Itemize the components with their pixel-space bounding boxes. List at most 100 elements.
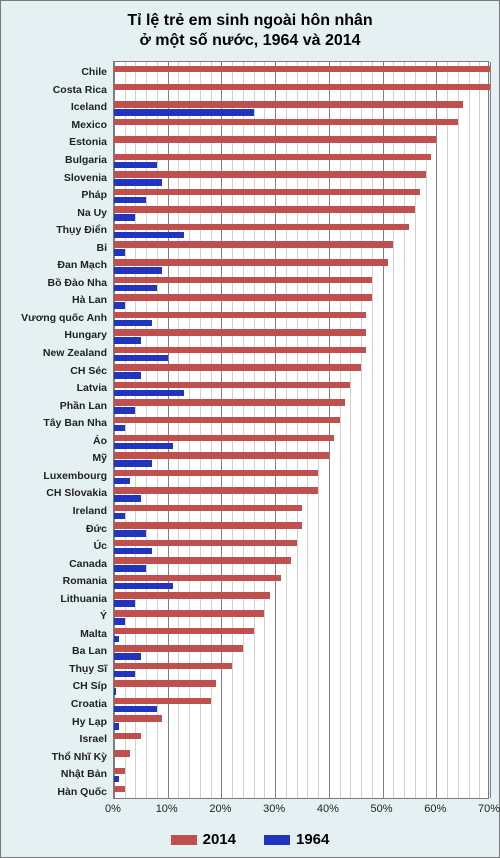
bar-v1964 [114,302,125,309]
ytick-label: Úc [1,540,107,552]
gridline-major [436,62,437,798]
bar-v2014 [114,733,141,740]
bar-v2014 [114,417,340,424]
legend-item: 2014 [171,831,236,848]
ytick-label: Thụy Điển [1,224,107,236]
gridline-minor [469,62,470,798]
bar-v1964 [114,109,254,116]
legend-item: 1964 [264,831,329,848]
bar-v2014 [114,224,409,231]
bar-v2014 [114,364,361,371]
ytick-label: Ba Lan [1,645,107,657]
bar-v1964 [114,425,125,432]
bar-v1964 [114,530,146,537]
bar-v1964 [114,267,162,274]
bar-v1964 [114,162,157,169]
legend-label: 2014 [203,831,236,848]
bar-v2014 [114,487,318,494]
bar-v1964 [114,372,141,379]
ytick-label: Vương quốc Anh [1,312,107,324]
bar-v1964 [114,214,135,221]
ytick-label: Bỉ [1,242,107,254]
bar-v1964 [114,653,141,660]
bar-v2014 [114,522,302,529]
bar-v2014 [114,277,372,284]
bar-v2014 [114,171,426,178]
bar-v2014 [114,557,291,564]
bar-v2014 [114,592,270,599]
bar-v1964 [114,495,141,502]
bar-v1964 [114,179,162,186]
xtick-label: 60% [424,803,446,815]
bar-v2014 [114,294,372,301]
bar-v1964 [114,565,146,572]
ytick-label: Hà Lan [1,294,107,306]
bar-v1964 [114,197,146,204]
ytick-label: CH Síp [1,680,107,692]
bar-v1964 [114,337,141,344]
ytick-label: Pháp [1,189,107,201]
bar-v1964 [114,618,125,625]
ytick-label: Áo [1,435,107,447]
bar-v2014 [114,84,490,91]
bar-v2014 [114,540,297,547]
bar-v1964 [114,460,152,467]
legend-label: 1964 [296,831,329,848]
bar-v1964 [114,671,135,678]
bar-v2014 [114,136,436,143]
bar-v1964 [114,583,173,590]
bar-v2014 [114,768,125,775]
bar-v2014 [114,399,345,406]
gridline-minor [447,62,448,798]
ytick-label: Hàn Quốc [1,786,107,798]
ytick-label: Nhật Bản [1,768,107,780]
gridline-minor [479,62,480,798]
bar-v2014 [114,241,393,248]
ytick-label: Ý [1,610,107,622]
ytick-label: Croatia [1,698,107,710]
bar-v2014 [114,663,232,670]
ytick-label: Lithuania [1,593,107,605]
bar-v2014 [114,610,264,617]
bar-v1964 [114,548,152,555]
bar-v1964 [114,443,173,450]
ytick-label: Israel [1,733,107,745]
ytick-label: Thụy Sĩ [1,663,107,675]
ytick-label: Hy Lạp [1,716,107,728]
xtick-label: 50% [371,803,393,815]
bar-v1964 [114,688,116,695]
bar-v1964 [114,513,125,520]
bar-v1964 [114,232,184,239]
bar-v1964 [114,600,135,607]
ytick-label: CH Séc [1,365,107,377]
bar-v1964 [114,320,152,327]
xtick-label: 0% [105,803,121,815]
ytick-label: Hungary [1,329,107,341]
bar-v2014 [114,66,490,73]
ytick-label: New Zealand [1,347,107,359]
ytick-label: Bulgaria [1,154,107,166]
bar-v1964 [114,478,130,485]
bar-v2014 [114,750,130,757]
ytick-label: Bồ Đào Nha [1,277,107,289]
ytick-label: Costa Rica [1,84,107,96]
bar-v1964 [114,390,184,397]
bar-v1964 [114,407,135,414]
bar-v2014 [114,645,243,652]
ytick-label: Romania [1,575,107,587]
bar-v2014 [114,470,318,477]
xtick-label: 30% [263,803,285,815]
bar-v2014 [114,452,329,459]
bar-v1964 [114,636,119,643]
legend-swatch [264,835,290,845]
ytick-label: Phần Lan [1,400,107,412]
bar-v2014 [114,505,302,512]
ytick-label: Slovenia [1,172,107,184]
bar-v1964 [114,723,119,730]
chart-title: Tỉ lệ trẻ em sinh ngoài hôn nhân ở một s… [1,1,499,51]
xtick-label: 10% [156,803,178,815]
title-line-2: ở một số nước, 1964 và 2014 [139,32,360,49]
bar-v1964 [114,776,119,783]
bar-v2014 [114,435,334,442]
ytick-label: Thổ Nhĩ Kỳ [1,751,107,763]
